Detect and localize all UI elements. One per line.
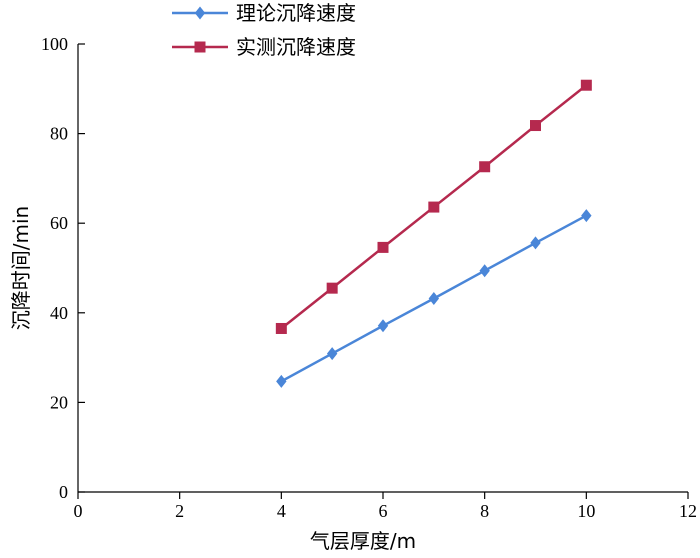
x-tick-label: 8 <box>480 501 489 521</box>
legend-label: 理论沉降速度 <box>236 1 356 25</box>
legend-marker <box>194 41 206 53</box>
y-tick-label: 60 <box>50 213 68 233</box>
series-layer <box>275 79 592 388</box>
x-tick-label: 2 <box>175 501 184 521</box>
y-tick-label: 0 <box>59 482 68 502</box>
legend-marker <box>194 6 206 20</box>
x-tick-label: 12 <box>679 501 697 521</box>
data-point <box>479 264 490 278</box>
legend-label: 实测沉降速度 <box>236 35 356 59</box>
data-point <box>377 319 389 333</box>
data-point <box>530 236 541 250</box>
data-point <box>275 322 287 334</box>
data-point <box>428 291 440 305</box>
data-point <box>580 79 592 91</box>
x-ticks: 0 2 4 6 8 10 12 <box>74 492 697 521</box>
y-tick-label: 40 <box>50 303 68 323</box>
x-axis-title: 气层厚度/m <box>310 529 416 553</box>
legend-item-2: 实测沉降速度 <box>172 35 356 59</box>
data-point <box>377 241 389 253</box>
y-ticks: 0 20 40 60 80 100 <box>41 34 85 502</box>
x-tick-label: 4 <box>277 501 286 521</box>
data-point <box>326 347 338 361</box>
legend-item-1: 理论沉降速度 <box>172 1 356 25</box>
data-point <box>581 209 592 223</box>
y-tick-label: 80 <box>50 124 68 144</box>
x-tick-label: 6 <box>379 501 388 521</box>
data-point <box>479 161 491 173</box>
data-point <box>326 282 338 294</box>
y-tick-label: 20 <box>50 392 68 412</box>
x-tick-label: 0 <box>74 501 83 521</box>
data-point <box>530 120 541 132</box>
x-tick-label: 10 <box>577 501 595 521</box>
data-point <box>276 374 287 388</box>
y-axis-title: 沉降时间/min <box>9 206 33 330</box>
series-1 <box>276 209 592 388</box>
series-2 <box>275 79 592 334</box>
data-point <box>428 201 440 213</box>
y-tick-label: 100 <box>41 34 68 54</box>
